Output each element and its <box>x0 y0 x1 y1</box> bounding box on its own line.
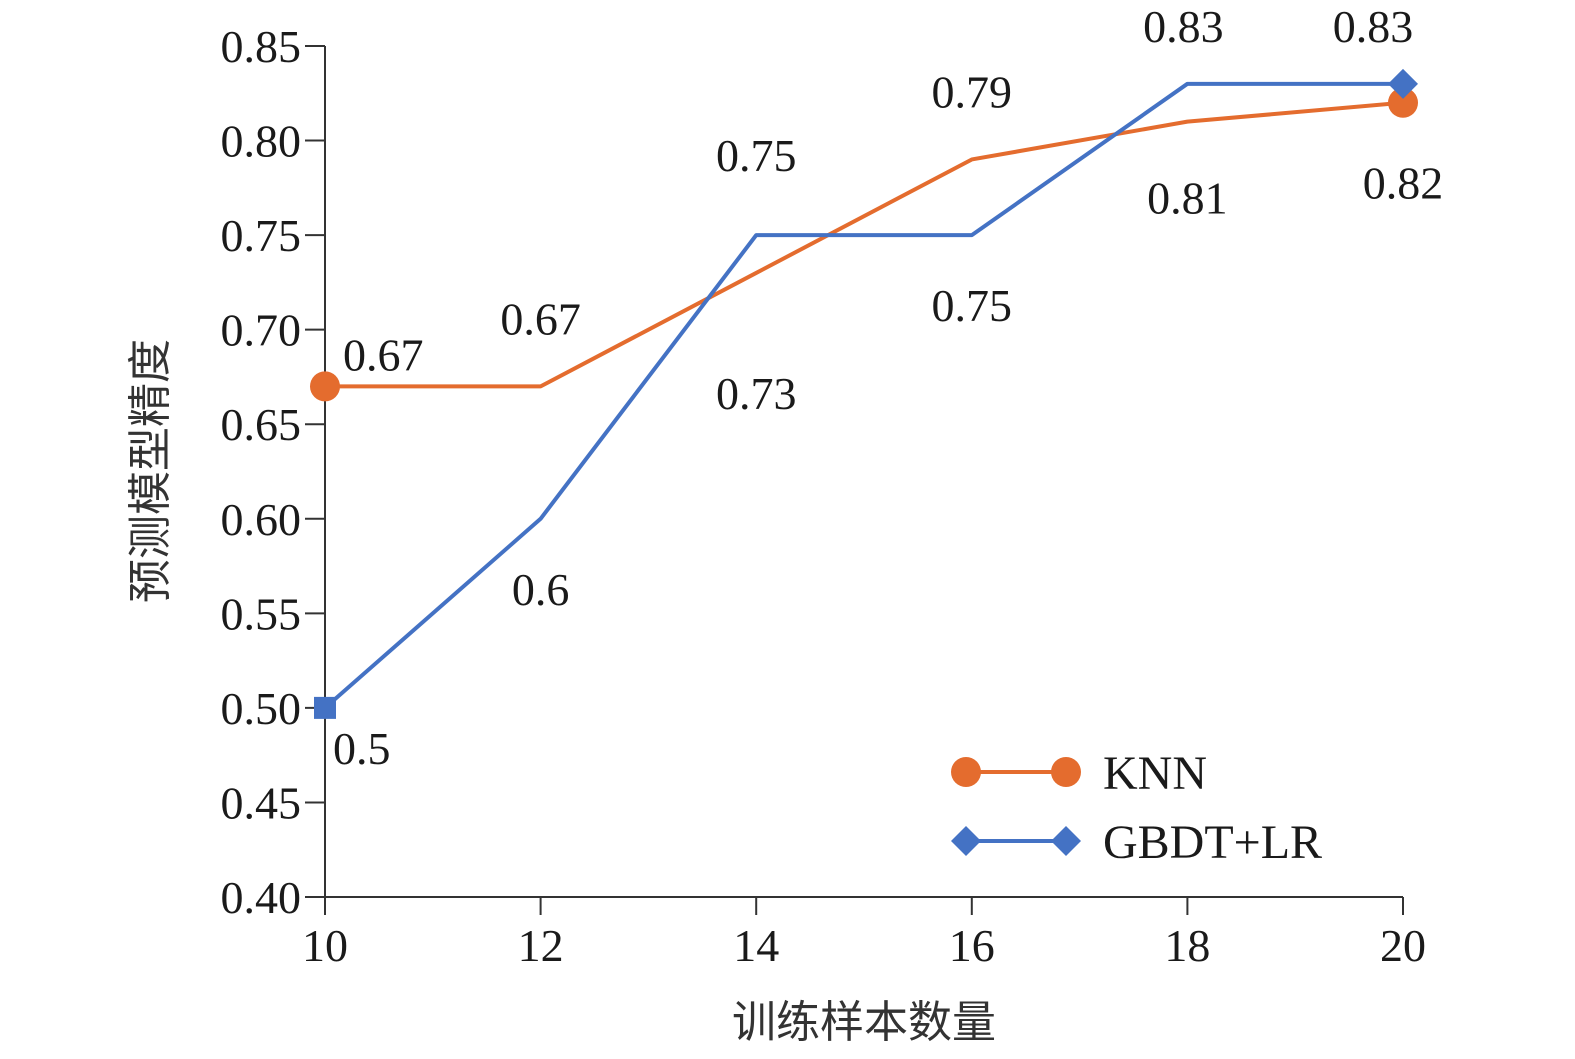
data-label: 0.67 <box>500 293 581 344</box>
x-tick-label: 12 <box>518 920 564 971</box>
data-label: 0.5 <box>333 723 391 774</box>
data-label: 0.83 <box>1333 1 1414 52</box>
legend-label: GBDT+LR <box>1103 816 1322 869</box>
data-label: 0.75 <box>716 130 797 181</box>
y-axis-title: 预测模型精度 <box>125 339 176 603</box>
data-label: 0.6 <box>512 564 570 615</box>
data-label: 0.73 <box>716 368 797 419</box>
y-tick-label: 0.70 <box>221 305 302 356</box>
data-label: 0.79 <box>932 66 1013 117</box>
y-tick-label: 0.40 <box>221 872 302 923</box>
marker-point <box>1388 68 1418 99</box>
y-tick-label: 0.50 <box>221 683 302 734</box>
legend-marker <box>1051 757 1081 787</box>
legend-label: KNN <box>1103 747 1207 800</box>
y-tick-label: 0.45 <box>221 777 302 828</box>
y-tick-label: 0.85 <box>221 21 302 72</box>
data-label: 0.81 <box>1147 173 1228 224</box>
x-tick-label: 18 <box>1164 920 1210 971</box>
x-tick-label: 14 <box>733 920 779 971</box>
legend-marker <box>951 757 981 787</box>
data-label: 0.83 <box>1143 1 1224 52</box>
data-label: 0.67 <box>343 329 424 380</box>
data-label: 0.75 <box>932 280 1013 331</box>
x-axis-title: 训练样本数量 <box>732 997 996 1048</box>
legend-marker <box>1051 826 1081 856</box>
data-label: 0.82 <box>1363 158 1444 209</box>
y-tick-label: 0.55 <box>221 588 302 639</box>
x-tick-label: 10 <box>302 920 348 971</box>
y-tick-label: 0.75 <box>221 210 302 261</box>
y-tick-label: 0.60 <box>221 494 302 545</box>
x-tick-label: 20 <box>1380 920 1426 971</box>
marker-point <box>314 696 336 719</box>
y-tick-label: 0.65 <box>221 399 302 450</box>
series-line-knn <box>325 100 1404 389</box>
marker-point <box>310 371 340 402</box>
legend-marker <box>951 826 981 856</box>
x-tick-label: 16 <box>949 920 995 971</box>
series-line-gbdt-lr <box>323 81 1403 710</box>
y-tick-label: 0.80 <box>221 116 302 167</box>
marker-point <box>1388 87 1418 118</box>
